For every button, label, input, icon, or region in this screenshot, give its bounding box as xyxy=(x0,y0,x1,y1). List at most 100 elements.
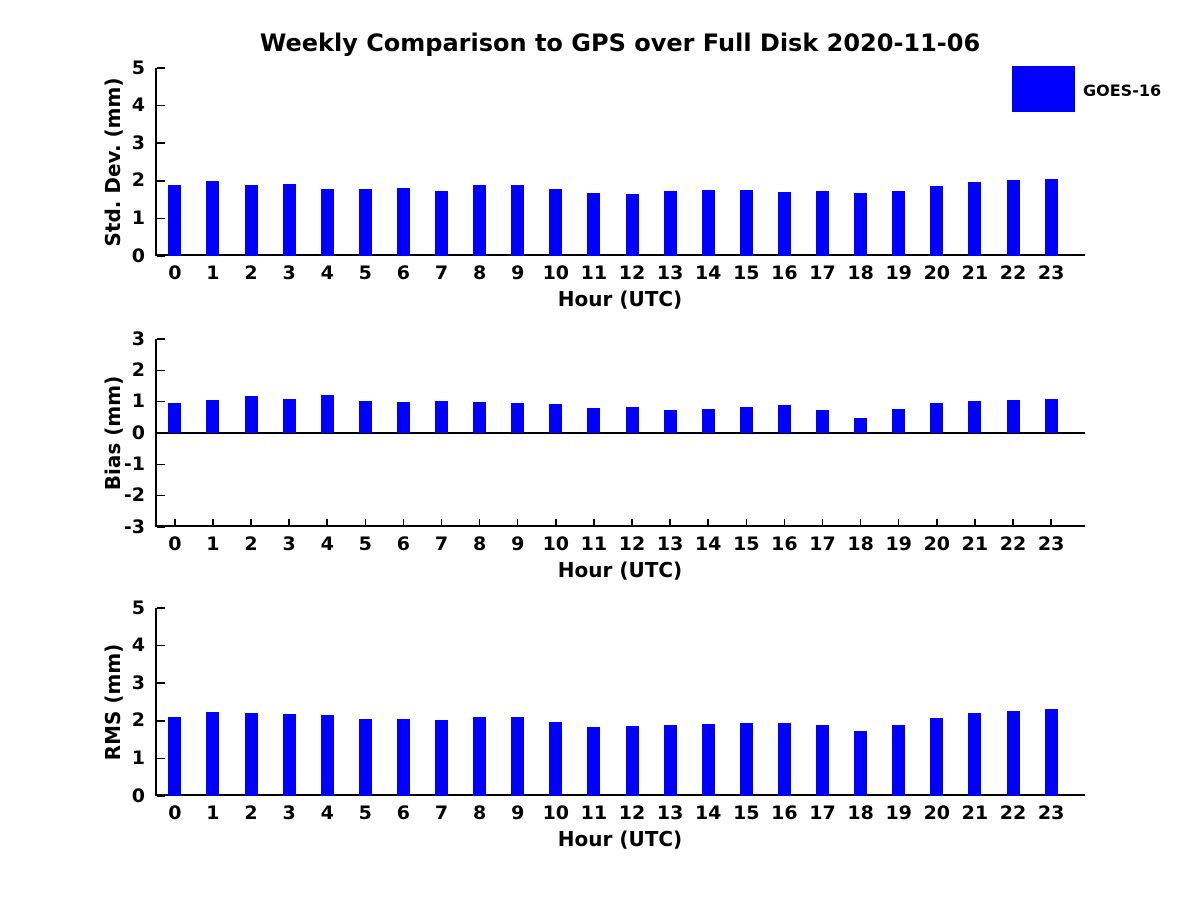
x-tick-label: 19 xyxy=(885,533,912,555)
legend-label: GOES-16 xyxy=(1083,81,1162,100)
x-tick-label: 8 xyxy=(472,802,487,824)
bar-hour-3 xyxy=(282,399,296,433)
x-tick-label: 5 xyxy=(358,802,372,824)
y-tick xyxy=(157,757,165,760)
x-tick-label: 15 xyxy=(733,262,760,284)
bar-hour-9 xyxy=(511,716,525,796)
x-tick xyxy=(745,519,748,527)
bar-hour-4 xyxy=(320,188,334,256)
rms-x-axis-label: Hour (UTC) xyxy=(557,827,683,851)
bar-hour-20 xyxy=(930,717,944,796)
bar-hour-5 xyxy=(358,401,372,433)
x-tick-label: 3 xyxy=(282,533,296,555)
bar-hour-4 xyxy=(320,395,334,433)
bar-hour-2 xyxy=(244,396,258,433)
bias-x-axis-label: Hour (UTC) xyxy=(557,558,683,582)
x-tick-label: 11 xyxy=(580,262,608,284)
x-tick-label: 5 xyxy=(358,533,372,555)
x-tick xyxy=(669,519,671,527)
y-tick xyxy=(157,255,165,257)
zero-line xyxy=(155,432,1085,434)
bar-hour-16 xyxy=(777,404,791,433)
figure-title: Weekly Comparison to GPS over Full Disk … xyxy=(259,29,981,57)
x-tick-label: 7 xyxy=(434,262,449,284)
x-tick-label: 7 xyxy=(434,533,449,555)
bar-hour-5 xyxy=(358,719,372,796)
y-tick xyxy=(157,400,165,403)
x-tick-label: 12 xyxy=(618,802,646,824)
x-tick-label: 15 xyxy=(733,533,760,555)
bar-hour-10 xyxy=(549,721,563,796)
bar-hour-11 xyxy=(587,727,601,796)
y-tick-label: 5 xyxy=(131,56,145,79)
bar-hour-7 xyxy=(435,720,448,796)
x-tick-label: 23 xyxy=(1037,262,1065,284)
bar-hour-3 xyxy=(282,713,296,796)
bar-hour-8 xyxy=(473,185,487,256)
bar-hour-2 xyxy=(244,712,258,796)
rms-plot-area: Hour (UTC) 0 1 2 3 4 5 0 1 2 3 4 5 6 7 8 9 10 11 12 13 14 15 1… xyxy=(132,598,1085,851)
x-axis-spine xyxy=(155,254,1085,256)
bar-hour-10 xyxy=(549,188,563,256)
y-tick xyxy=(157,369,165,372)
x-tick-label: 9 xyxy=(511,262,525,284)
bar-hour-19 xyxy=(892,190,906,256)
x-tick-label: 17 xyxy=(809,802,836,824)
x-tick-label: 1 xyxy=(206,802,220,824)
x-tick-label: 18 xyxy=(847,802,874,824)
x-tick-label: 4 xyxy=(320,262,334,284)
x-tick xyxy=(821,519,824,527)
bar-hour-14 xyxy=(701,724,715,796)
bar-hour-7 xyxy=(435,401,448,433)
bar-hour-17 xyxy=(816,190,829,256)
x-tick-label: 6 xyxy=(396,802,410,824)
x-tick-label: 18 xyxy=(847,533,874,555)
x-tick-label: 16 xyxy=(771,533,798,555)
x-tick xyxy=(555,519,557,527)
x-tick-label: 12 xyxy=(618,262,646,284)
bar-hour-3 xyxy=(282,183,296,256)
bar-hour-22 xyxy=(1006,180,1020,256)
y-tick-label: 1 xyxy=(131,746,145,769)
x-tick-label: 2 xyxy=(244,262,258,284)
x-tick xyxy=(402,519,405,527)
y-tick-label: -3 xyxy=(123,515,145,538)
bar-hour-0 xyxy=(168,716,182,796)
x-tick-label: 22 xyxy=(999,262,1027,284)
x-tick xyxy=(859,519,862,527)
y-tick xyxy=(157,644,165,647)
x-tick-label: 3 xyxy=(282,802,296,824)
x-tick-label: 22 xyxy=(999,802,1027,824)
bar-hour-18 xyxy=(854,417,868,433)
bar-hour-11 xyxy=(587,192,601,256)
bar-hour-17 xyxy=(816,725,829,796)
x-tick-label: 3 xyxy=(282,262,296,284)
bar-hour-2 xyxy=(244,184,258,256)
x-tick xyxy=(897,519,900,527)
x-axis-spine xyxy=(155,794,1085,796)
bar-hour-16 xyxy=(777,192,791,256)
x-tick-label: 23 xyxy=(1037,802,1065,824)
x-tick-label: 2 xyxy=(244,533,258,555)
x-tick-label: 13 xyxy=(656,262,684,284)
x-tick-label: 8 xyxy=(472,262,487,284)
y-tick-label: 0 xyxy=(131,244,145,267)
x-tick-label: 15 xyxy=(733,802,760,824)
x-tick-label: 0 xyxy=(168,802,182,824)
bar-hour-20 xyxy=(930,402,944,433)
x-tick xyxy=(631,519,633,527)
bar-hour-1 xyxy=(206,400,220,433)
x-tick-label: 22 xyxy=(999,533,1027,555)
x-tick-label: 17 xyxy=(809,262,836,284)
x-tick xyxy=(593,519,595,527)
bar-hour-12 xyxy=(625,193,639,256)
y-tick-label: 3 xyxy=(131,327,145,350)
y-tick xyxy=(157,67,165,69)
x-tick-label: 4 xyxy=(320,533,334,555)
bar-hour-5 xyxy=(358,188,372,256)
y-tick-label: 3 xyxy=(131,131,145,154)
x-tick xyxy=(707,519,709,527)
x-tick-label: 12 xyxy=(618,533,646,555)
bar-hour-21 xyxy=(968,182,982,256)
